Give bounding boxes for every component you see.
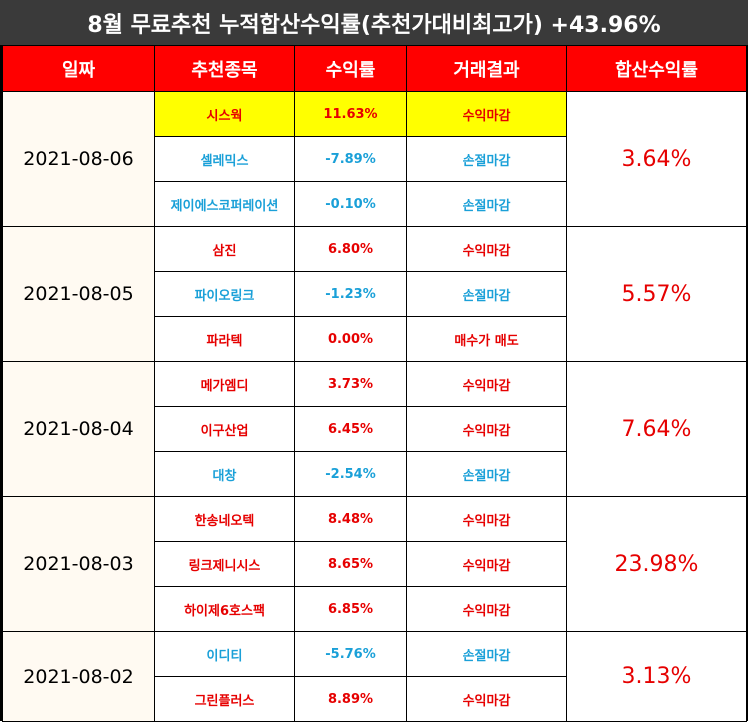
stock-name-cell: 제이에스코퍼레이션 [154,181,295,227]
stock-name-cell: 시스웍 [154,91,295,137]
result-cell: 수익마감 [406,541,567,587]
return-cell: 8.65% [294,541,407,587]
return-cell: 11.63% [294,91,407,137]
col-header-date: 일짜 [2,45,155,92]
result-cell: 수익마감 [406,496,567,542]
table-row: 제이에스코퍼레이션 -0.10% 손절마감 [3,181,747,227]
result-cell: 수익마감 [406,361,567,407]
stock-name-cell: 삼진 [154,226,295,272]
stock-name-cell: 파이오링크 [154,271,295,317]
result-cell: 수익마감 [406,676,567,722]
result-cell: 수익마감 [406,91,567,137]
stock-name-cell: 셀레믹스 [154,136,295,182]
results-table: 일짜 추천종목 수익률 거래결과 합산수익률 2021-08-06 시스웍 11.6… [2,45,747,722]
return-cell: 3.73% [294,361,407,407]
return-cell: -5.76% [294,631,407,677]
table-row: 셀레믹스 -7.89% 손절마감 [3,136,747,182]
table-row: 2021-08-02 이디티 -5.76% 손절마감 3.13% [2,631,747,722]
stock-name-cell: 이구산업 [154,406,295,452]
table-row: 파이오링크 -1.23% 손절마감 [3,271,747,317]
table-row: 파라텍 0.00% 매수가 매도 [3,316,747,362]
return-cell: 6.85% [294,586,407,632]
result-cell: 손절마감 [406,136,567,182]
result-cell: 수익마감 [406,586,567,632]
result-cell: 손절마감 [406,181,567,227]
table-row: 2021-08-03 한송네오텍 8.48% 수익마감 23.98% [2,496,747,632]
stock-name-cell: 이디티 [154,631,295,677]
date-cell: 2021-08-03 [2,496,155,632]
stock-name-cell: 대창 [154,451,295,497]
table-row: 2021-08-04 메가엠디 3.73% 수익마감 7.64% [2,361,747,497]
stock-name-cell: 그린플러스 [154,676,295,722]
table-row: 하이제6호스팩 6.85% 수익마감 [3,586,747,632]
result-cell: 수익마감 [406,406,567,452]
return-cell: -0.10% [294,181,407,227]
table-row: 2021-08-06 시스웍 11.63% 수익마감 3.64% [2,91,747,227]
result-cell: 매수가 매도 [406,316,567,362]
header-row: 일짜 추천종목 수익률 거래결과 합산수익률 [2,45,747,92]
total-return-cell: 7.64% [566,361,747,497]
result-cell: 손절마감 [406,451,567,497]
date-cell: 2021-08-04 [2,361,155,497]
return-cell: -7.89% [294,136,407,182]
table-row: 2021-08-05 삼진 6.80% 수익마감 5.57% [2,226,747,362]
stock-name-cell: 메가엠디 [154,361,295,407]
return-cell: -1.23% [294,271,407,317]
total-return-cell: 23.98% [566,496,747,632]
stock-name-cell: 한송네오텍 [154,496,295,542]
return-cell: 0.00% [294,316,407,362]
result-cell: 손절마감 [406,631,567,677]
return-cell: 6.80% [294,226,407,272]
date-cell: 2021-08-05 [2,226,155,362]
date-cell: 2021-08-02 [2,631,155,722]
table-row: 이구산업 6.45% 수익마감 [3,406,747,452]
results-body: 2021-08-06 시스웍 11.63% 수익마감 3.64% 셀레믹스 -7.89% 손절… [2,91,747,722]
result-cell: 수익마감 [406,226,567,272]
stock-name-cell: 파라텍 [154,316,295,362]
col-header-stock: 추천종목 [154,45,295,92]
result-cell: 손절마감 [406,271,567,317]
return-cell: 8.48% [294,496,407,542]
stock-name-cell: 링크제니시스 [154,541,295,587]
total-return-cell: 5.57% [566,226,747,362]
total-return-cell: 3.64% [566,91,747,227]
col-header-return: 수익률 [294,45,407,92]
return-cell: 6.45% [294,406,407,452]
table-row: 대창 -2.54% 손절마감 [3,451,747,497]
stock-name-cell: 하이제6호스팩 [154,586,295,632]
return-cell: 8.89% [294,676,407,722]
table-row: 그린플러스 8.89% 수익마감 [3,676,747,722]
page-title: 8월 무료추천 누적합산수익률(추천가대비최고가) +43.96% [0,0,748,45]
col-header-total: 합산수익률 [566,45,747,92]
col-header-result: 거래결과 [406,45,567,92]
table-row: 링크제니시스 8.65% 수익마감 [3,541,747,587]
total-return-cell: 3.13% [566,631,747,722]
return-cell: -2.54% [294,451,407,497]
date-cell: 2021-08-06 [2,91,155,227]
